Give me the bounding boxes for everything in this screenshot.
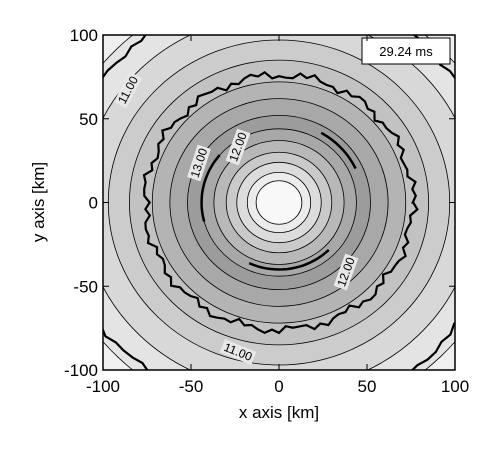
y-tick-label: 50 (79, 110, 98, 129)
x-axis-label: x axis [km] (239, 403, 319, 422)
annotation: 29.24 ms (379, 44, 433, 59)
x-tick-label: 0 (274, 377, 283, 396)
x-tick-label: -50 (179, 377, 204, 396)
y-tick-label: -50 (73, 277, 98, 296)
y-tick-label: 0 (89, 194, 98, 213)
y-tick-label: -100 (64, 361, 98, 380)
x-tick-label: 50 (358, 377, 377, 396)
y-axis-label: y axis [km] (29, 162, 48, 242)
contour-band (256, 181, 302, 225)
y-tick-label: 100 (70, 26, 98, 45)
x-tick-label: 100 (441, 377, 469, 396)
